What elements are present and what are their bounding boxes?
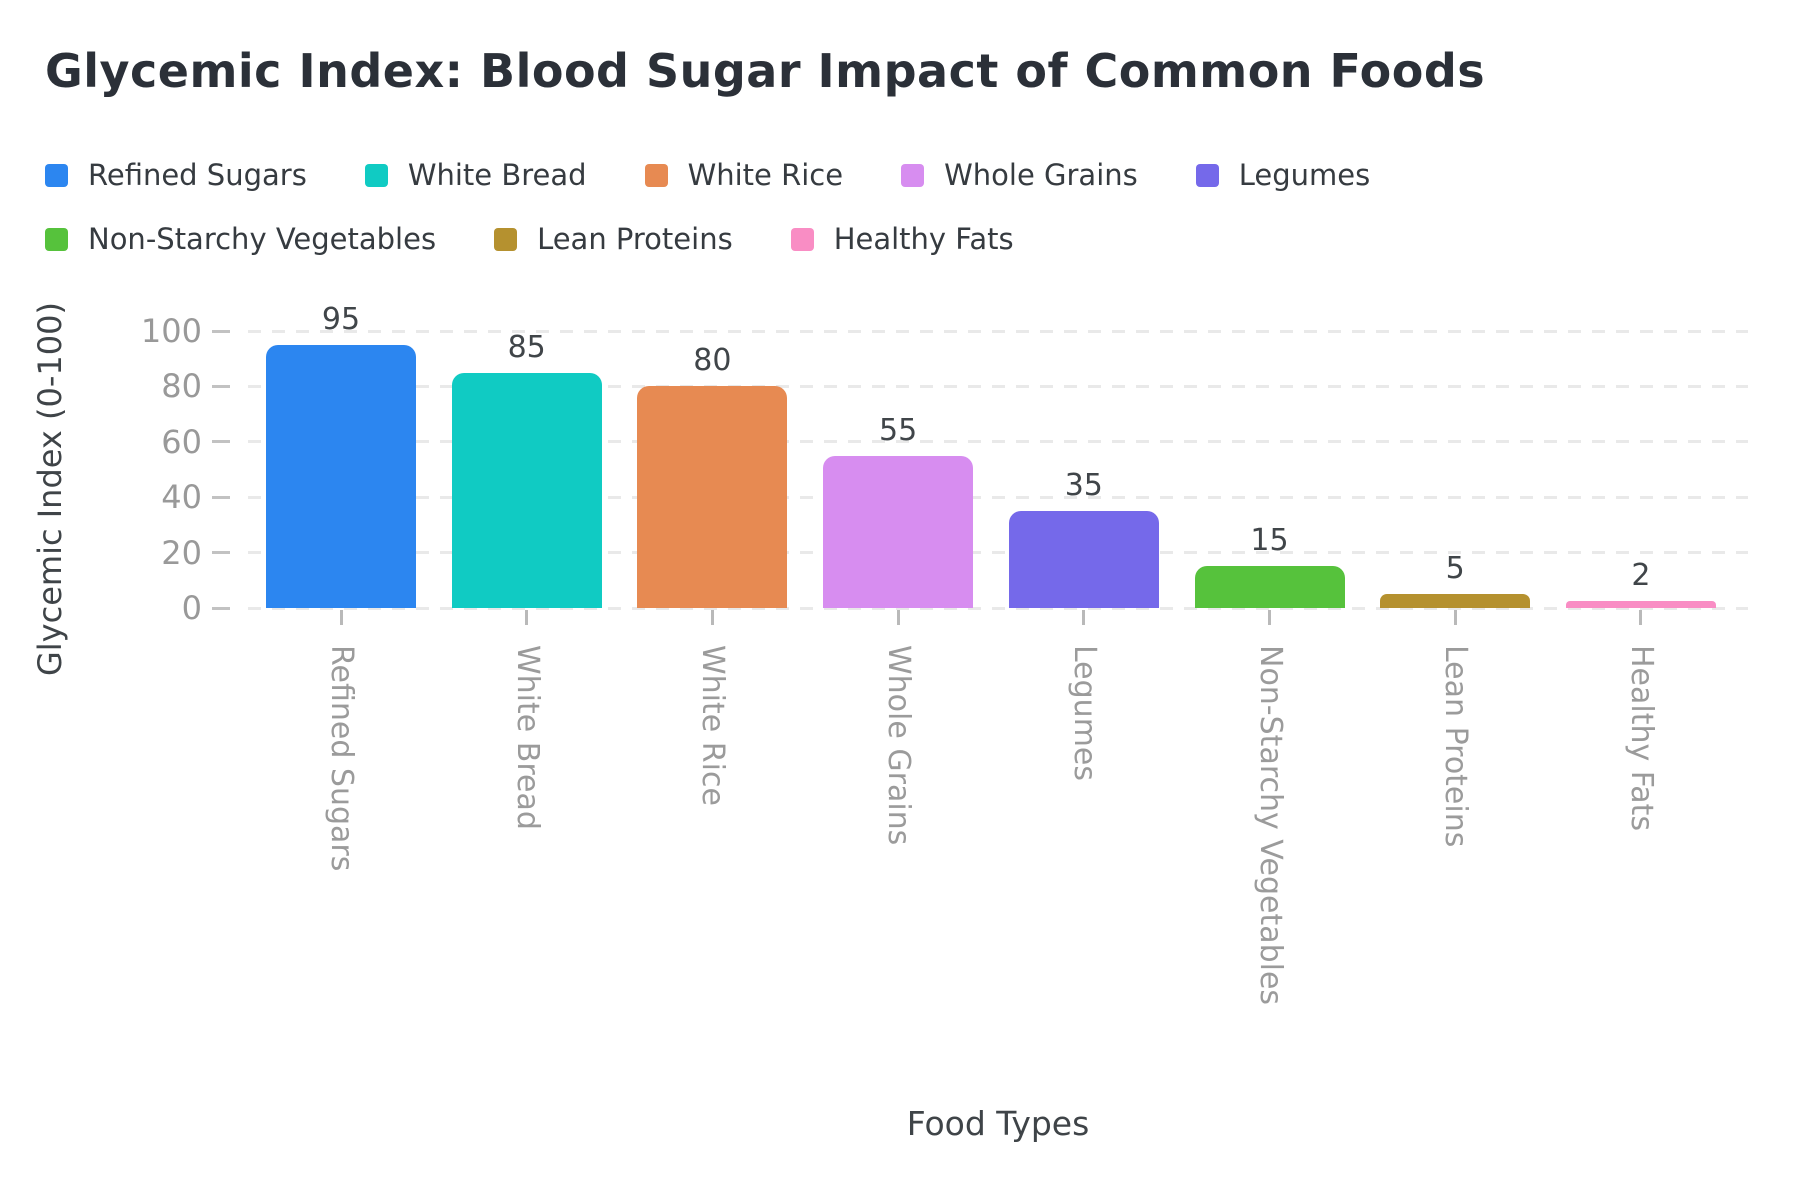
legend-label: White Rice <box>687 158 844 192</box>
legend-swatch-icon <box>494 227 518 251</box>
gridline-100 <box>248 329 1748 333</box>
bar-lean-proteins <box>1380 594 1531 608</box>
legend-swatch-icon <box>790 227 814 251</box>
gridline-0 <box>248 606 1748 610</box>
legend-label: Lean Proteins <box>537 222 733 256</box>
x-tick-label-whole-grains: Whole Grains <box>881 645 917 846</box>
y-tick-label-100: 100 <box>140 312 202 350</box>
x-tick-label-refined-sugars: Refined Sugars <box>324 645 359 872</box>
legend-item-legumes: Legumes <box>1195 156 1371 194</box>
y-tick-label-60: 60 <box>161 422 202 461</box>
x-tick-healthy-fats <box>1639 610 1643 625</box>
x-tick-legumes <box>1082 610 1086 625</box>
legend-label: Refined Sugars <box>88 158 307 192</box>
legend-item-refined-sugars: Refined Sugars <box>45 156 307 194</box>
bar-value-refined-sugars: 95 <box>321 301 361 337</box>
y-tick-60 <box>212 440 230 444</box>
legend-item-white-rice: White Rice <box>644 156 844 194</box>
x-tick-label-healthy-fats: Healthy Fats <box>1623 645 1659 832</box>
gridline-40 <box>248 495 1748 499</box>
legend-label: Whole Grains <box>944 158 1138 192</box>
bar-value-non-starchy-vegetables: 15 <box>1250 523 1289 559</box>
legend-swatch-icon <box>644 163 668 187</box>
legend-item-white-bread: White Bread <box>364 156 587 194</box>
legend-item-lean-proteins: Lean Proteins <box>494 220 733 258</box>
legend-item-non-starchy-vegetables: Non-Starchy Vegetables <box>45 220 436 258</box>
bar-refined-sugars <box>266 344 416 608</box>
bar-whole-grains <box>823 455 974 608</box>
bar-value-white-bread: 85 <box>507 329 546 365</box>
bar-value-healthy-fats: 2 <box>1631 558 1651 593</box>
legend-swatch-icon <box>45 163 68 187</box>
y-axis-title: Glycemic Index (0-100) <box>31 302 69 676</box>
x-tick-label-lean-proteins: Lean Proteins <box>1438 645 1474 848</box>
bar-value-legumes: 35 <box>1064 468 1103 504</box>
bar-value-lean-proteins: 5 <box>1445 551 1465 587</box>
y-tick-40 <box>212 495 230 499</box>
x-tick-label-non-starchy-vegetables: Non-Starchy Vegetables <box>1252 645 1288 1006</box>
bar-value-white-rice: 80 <box>693 343 732 379</box>
legend-swatch-icon <box>45 227 68 251</box>
x-tick-label-white-rice: White Rice <box>695 645 731 806</box>
x-tick-label-legumes: Legumes <box>1066 645 1102 782</box>
y-tick-100 <box>212 329 230 333</box>
bar-value-whole-grains: 55 <box>879 412 918 448</box>
x-tick-white-rice <box>710 610 714 625</box>
legend-item-whole-grains: Whole Grains <box>901 156 1138 194</box>
x-tick-label-white-bread: White Bread <box>509 645 545 830</box>
y-tick-80 <box>212 384 230 388</box>
bar-white-bread <box>451 372 602 608</box>
y-tick-label-80: 80 <box>161 367 202 406</box>
legend-item-healthy-fats: Healthy Fats <box>790 220 1014 258</box>
x-tick-whole-grains <box>896 610 900 625</box>
legend-label: Non-Starchy Vegetables <box>88 222 437 256</box>
gridline-80 <box>248 384 1748 388</box>
bar-white-rice <box>637 386 788 608</box>
x-tick-lean-proteins <box>1453 610 1457 625</box>
x-tick-refined-sugars <box>339 610 343 625</box>
bar-healthy-fats <box>1565 601 1716 608</box>
legend: Refined Sugars White Bread White Rice Whole… <box>45 156 1465 258</box>
bar-legumes <box>1008 511 1159 608</box>
y-tick-20 <box>212 551 230 555</box>
legend-swatch-icon <box>1195 163 1219 187</box>
y-tick-label-0: 0 <box>181 589 202 627</box>
y-tick-label-20: 20 <box>161 533 202 572</box>
bar-non-starchy-vegetables <box>1194 566 1345 608</box>
legend-label: Healthy Fats <box>833 222 1014 256</box>
gridline-60 <box>248 440 1748 444</box>
legend-label: Legumes <box>1238 158 1371 192</box>
gridline-20 <box>248 551 1748 555</box>
legend-label: White Bread <box>407 158 587 192</box>
x-axis-title: Food Types <box>906 1104 1090 1143</box>
y-tick-label-40: 40 <box>161 478 202 517</box>
legend-swatch-icon <box>901 163 925 187</box>
x-tick-non-starchy-vegetables <box>1268 610 1271 625</box>
legend-swatch-icon <box>364 163 388 187</box>
x-tick-white-bread <box>525 610 529 625</box>
y-tick-0 <box>212 606 230 610</box>
chart-title: Glycemic Index: Blood Sugar Impact of Co… <box>45 44 1486 98</box>
